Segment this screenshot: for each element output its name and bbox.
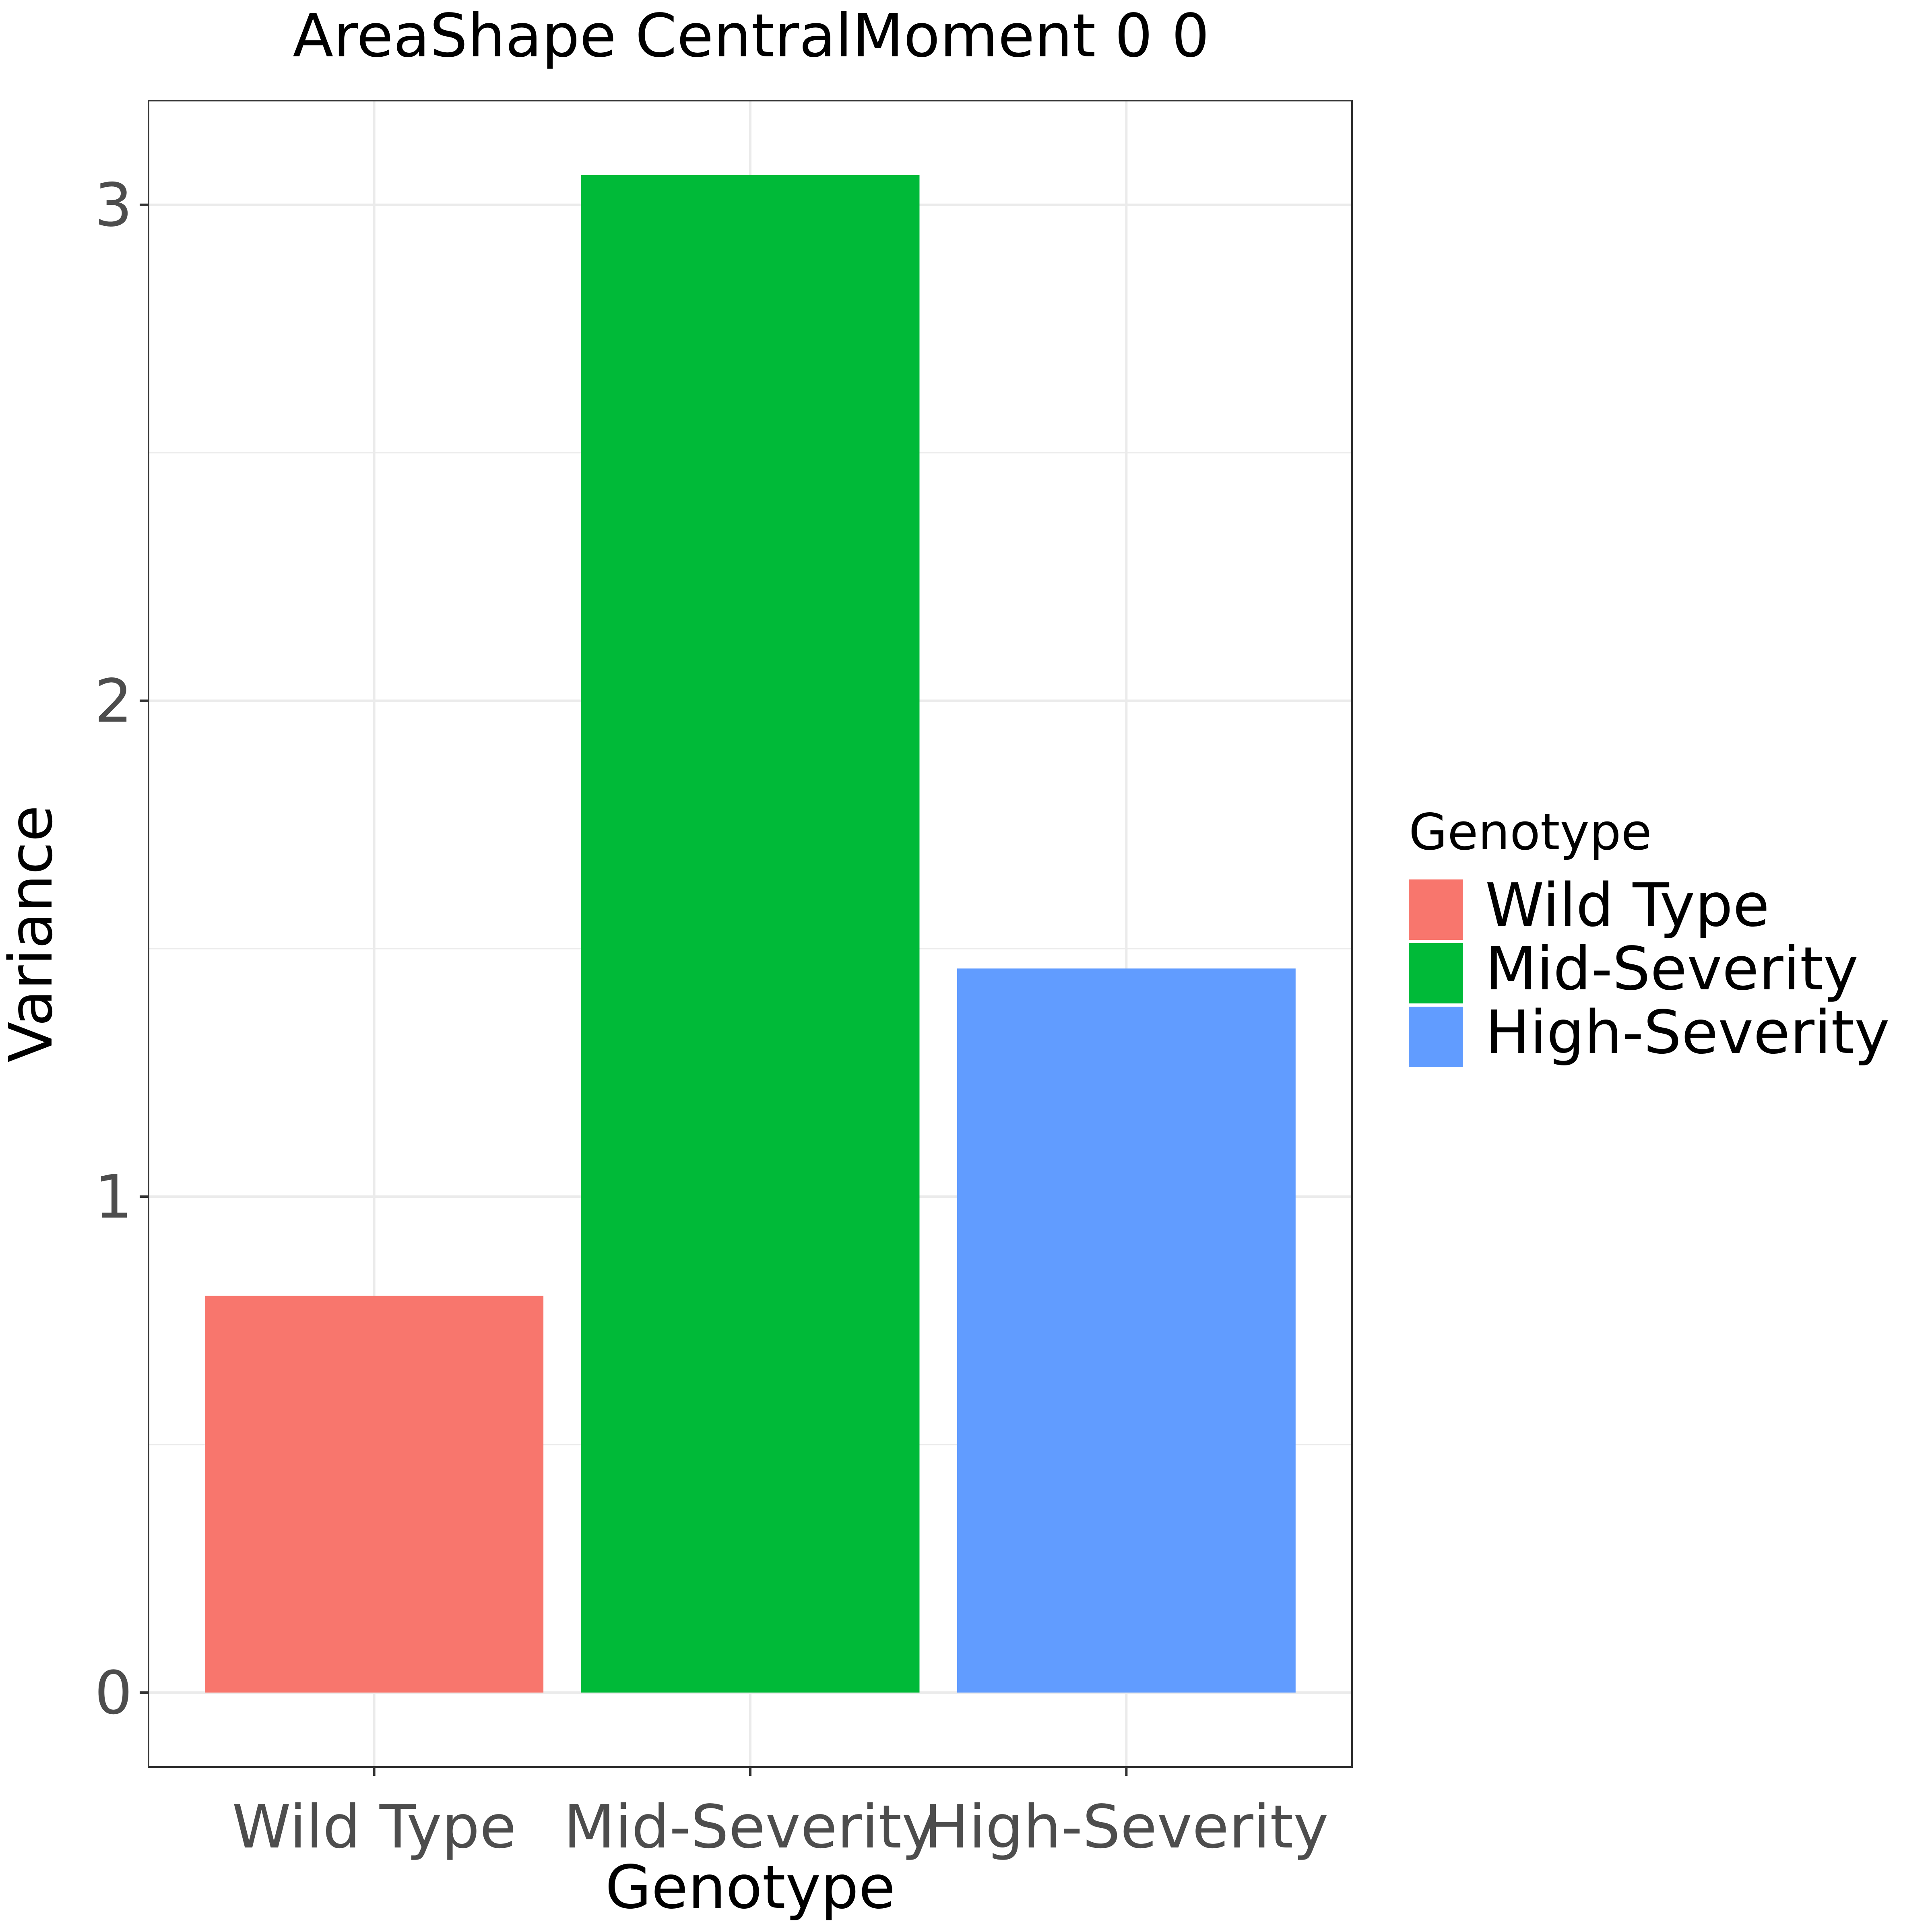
legend-title: Genotype xyxy=(1409,803,1652,861)
bar-mid-severity xyxy=(581,175,920,1693)
legend-swatch xyxy=(1409,943,1463,1003)
chart-title: AreaShape CentralMoment 0 0 xyxy=(293,1,1210,70)
x-tick-label: High-Severity xyxy=(924,1792,1329,1862)
legend-label: High-Severity xyxy=(1485,998,1890,1067)
legend-swatch xyxy=(1409,1007,1463,1067)
y-tick-label: 2 xyxy=(95,667,132,736)
legend-label: Wild Type xyxy=(1485,871,1769,940)
bars xyxy=(205,175,1296,1693)
bar-wild-type xyxy=(205,1296,544,1693)
x-tick-label: Wild Type xyxy=(232,1792,516,1862)
x-axis-label: Genotype xyxy=(605,1853,896,1922)
legend-swatch xyxy=(1409,879,1463,940)
y-tick-label: 0 xyxy=(95,1658,132,1728)
x-tick-label: Mid-Severity xyxy=(564,1792,937,1862)
y-tick-label: 1 xyxy=(95,1162,132,1232)
legend: Genotype Wild TypeMid-SeverityHigh-Sever… xyxy=(1409,803,1890,1067)
y-tick-label: 3 xyxy=(95,171,132,240)
y-axis: 0 1 2 3 xyxy=(95,171,149,1728)
legend-label: Mid-Severity xyxy=(1485,934,1858,1003)
y-axis-label: Variance xyxy=(0,805,66,1062)
bar-high-severity xyxy=(957,968,1296,1693)
